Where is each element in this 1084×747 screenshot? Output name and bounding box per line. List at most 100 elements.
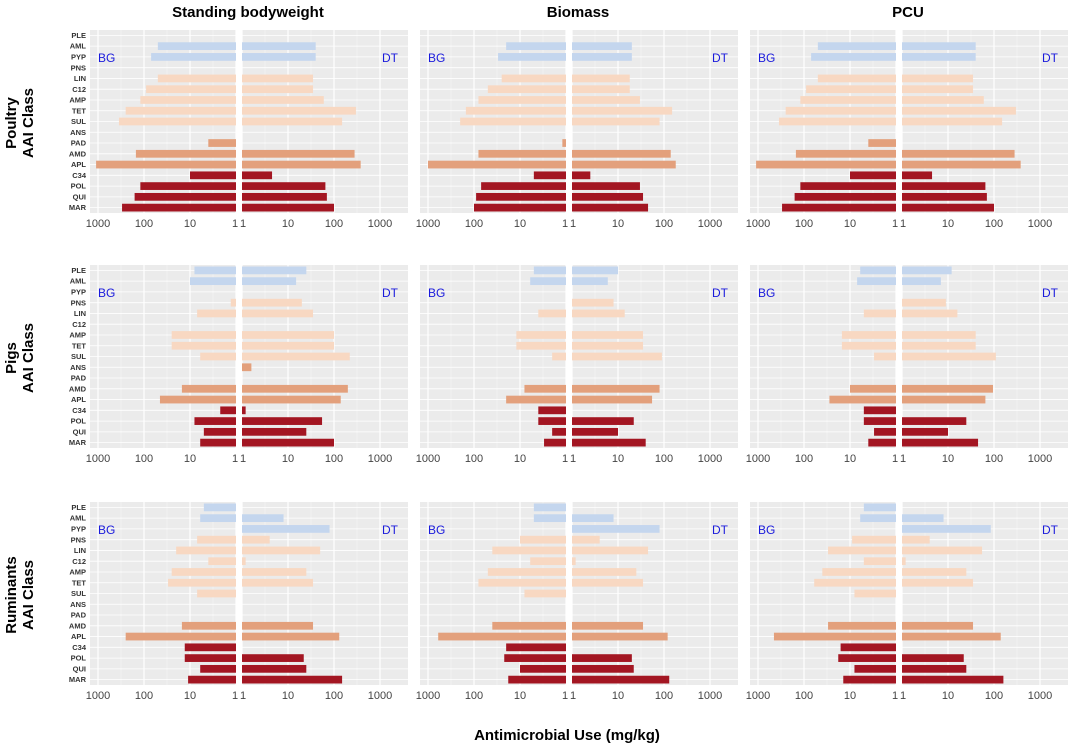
bar-bg-mar <box>122 203 236 212</box>
x-tick-label: 100 <box>985 218 1003 230</box>
bar-bg-pyp <box>811 53 896 61</box>
bar-dt-c12 <box>572 85 630 94</box>
x-tick-label: 1000 <box>698 690 722 702</box>
y-tick-label-mar: MAR <box>69 203 87 212</box>
x-tick-label: 100 <box>655 453 673 465</box>
panel-ruminants-3: BG DT 1000 100 10 1 1 10 100 1000 <box>746 502 1068 702</box>
region-label-dt: DT <box>382 286 399 300</box>
bar-bg-c34 <box>863 406 896 415</box>
bar-bg-tet <box>171 341 236 350</box>
y-tick-label-sul: SUL <box>71 352 86 361</box>
x-tick-label: 100 <box>655 690 673 702</box>
y-tick-label-aml: AML <box>70 277 87 286</box>
bar-dt-amp <box>902 568 967 576</box>
x-tick-label: 10 <box>514 453 526 465</box>
x-tick-label: 100 <box>985 453 1003 465</box>
x-tick-label: 1000 <box>746 690 770 702</box>
bar-bg-ple <box>533 266 566 275</box>
x-tick-label: 1000 <box>1028 218 1052 230</box>
bar-bg-apl <box>159 395 236 404</box>
bar-dt-pns <box>572 535 600 544</box>
y-tick-label-aml: AML <box>70 42 87 51</box>
bar-bg-amp <box>516 331 566 339</box>
bar-dt-lin <box>242 74 314 83</box>
y-tick-label-tet: TET <box>72 341 87 350</box>
x-tick-label: 10 <box>612 690 624 702</box>
bar-dt-sul <box>242 352 350 361</box>
x-tick-label: 10 <box>282 218 294 230</box>
bar-dt-sul <box>242 117 343 126</box>
bar-bg-ple <box>533 503 566 512</box>
bar-bg-tet <box>785 106 896 115</box>
bar-dt-amp <box>242 96 324 104</box>
x-tick-label: 1000 <box>416 690 440 702</box>
bar-bg-tet <box>516 341 566 350</box>
bar-bg-sul <box>118 117 236 126</box>
y-tick-label-ans: ANS <box>70 600 86 609</box>
bar-dt-amd <box>572 384 660 393</box>
bar-dt-c12 <box>902 557 906 566</box>
bar-bg-pol <box>838 654 896 662</box>
column-title-standing-bodyweight: Standing bodyweight <box>172 4 324 21</box>
bar-bg-amd <box>135 149 236 158</box>
bar-dt-pol <box>572 182 640 190</box>
bar-dt-pns <box>572 298 614 307</box>
column-title-biomass: Biomass <box>547 4 610 21</box>
bar-bg-pns <box>230 298 236 307</box>
bar-bg-sul <box>854 589 896 598</box>
bar-bg-aml <box>860 514 896 523</box>
bar-dt-pyp <box>572 53 632 61</box>
bar-dt-pyp <box>242 525 330 533</box>
bar-dt-tet <box>242 341 334 350</box>
bar-dt-c12 <box>572 557 576 566</box>
x-tick-label: 1000 <box>368 453 392 465</box>
bar-dt-lin <box>902 309 958 318</box>
bar-dt-tet <box>572 341 644 350</box>
y-tick-label-apl: APL <box>71 632 86 641</box>
x-tick-label: 1 <box>562 690 568 702</box>
bar-bg-pns <box>197 535 236 544</box>
y-tick-label-c12: C12 <box>72 85 86 94</box>
bar-bg-pol <box>538 417 566 425</box>
y-tick-label-c34: C34 <box>72 643 87 652</box>
region-label-dt: DT <box>712 523 729 537</box>
x-tick-label: 100 <box>325 690 343 702</box>
y-tick-label-qui: QUI <box>73 664 86 673</box>
bar-dt-lin <box>902 546 983 555</box>
x-tick-label: 10 <box>184 218 196 230</box>
bar-dt-pns <box>902 298 946 307</box>
bar-bg-lin <box>817 74 896 83</box>
bar-bg-qui <box>854 664 896 673</box>
bar-bg-apl <box>428 160 566 169</box>
bar-bg-apl <box>829 395 896 404</box>
x-tick-label: 1000 <box>698 218 722 230</box>
bar-dt-c34 <box>242 406 246 415</box>
y-tick-label-pad: PAD <box>71 139 87 148</box>
y-tick-label-apl: APL <box>71 160 86 169</box>
bar-dt-c12 <box>242 85 314 94</box>
bar-bg-ple <box>203 503 236 512</box>
bar-dt-pol <box>902 654 964 662</box>
bar-bg-qui <box>874 427 896 436</box>
y-tick-label-lin: LIN <box>74 74 86 83</box>
x-tick-label: 1 <box>892 690 898 702</box>
bar-dt-pns <box>902 535 930 544</box>
y-tick-label-tet: TET <box>72 578 87 587</box>
bar-bg-pyp <box>498 53 566 61</box>
x-tick-label: 1 <box>892 453 898 465</box>
y-tick-label-apl: APL <box>71 395 86 404</box>
x-tick-label: 100 <box>325 218 343 230</box>
bar-bg-c34 <box>220 406 236 415</box>
bar-bg-amd <box>478 149 566 158</box>
bar-bg-mar <box>843 675 896 684</box>
bar-dt-apl <box>242 395 341 404</box>
bar-bg-c12 <box>530 557 566 566</box>
y-tick-label-ple: PLE <box>71 503 86 512</box>
panel-pigs-2: BG DT 1000 100 10 1 1 10 100 1000 <box>416 265 738 465</box>
bar-dt-lin <box>572 309 625 318</box>
y-tick-label-pyp: PYP <box>71 525 86 534</box>
bar-bg-sul <box>200 352 236 361</box>
bar-dt-tet <box>902 578 974 587</box>
y-tick-label-c12: C12 <box>72 557 86 566</box>
